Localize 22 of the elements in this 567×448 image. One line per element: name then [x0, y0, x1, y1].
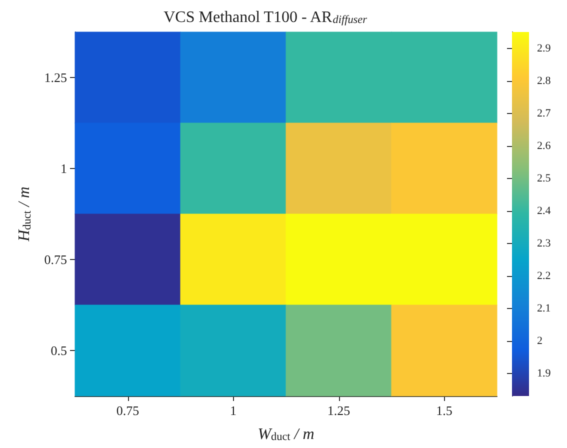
x-tick-label: 1.5 — [436, 403, 452, 418]
color-bar-label: 1.9 — [537, 367, 552, 380]
x-tick-label: 1.25 — [327, 403, 350, 418]
color-bar-label: 2.6 — [537, 140, 552, 152]
x-tick-label: 1 — [230, 403, 236, 418]
color-bar-label: 2.9 — [537, 42, 552, 54]
x-axis-title: Wduct / m — [258, 426, 314, 444]
color-bar-label: 2.4 — [537, 204, 552, 217]
y-tick-label: 0.75 — [44, 252, 67, 267]
color-bar-label: 2.3 — [537, 237, 552, 250]
color-bar-label: 2.5 — [537, 172, 552, 184]
chart-title: VCS Methanol T100 - ARdiffuser — [164, 8, 368, 26]
y-axis-title: Hduct / m — [16, 186, 34, 242]
color-bar-label: 2 — [537, 334, 542, 347]
x-tick-label: 0.75 — [116, 403, 140, 418]
y-tick-label: 1 — [60, 161, 67, 176]
color-bar-label: 2.2 — [537, 270, 551, 282]
color-bar-label: 2.8 — [537, 74, 552, 87]
y-tick-label: 0.5 — [50, 343, 67, 358]
color-bar-label: 2.7 — [537, 107, 552, 120]
y-tick-label: 1.25 — [44, 70, 67, 85]
color-bar-label: 2.1 — [537, 302, 551, 314]
